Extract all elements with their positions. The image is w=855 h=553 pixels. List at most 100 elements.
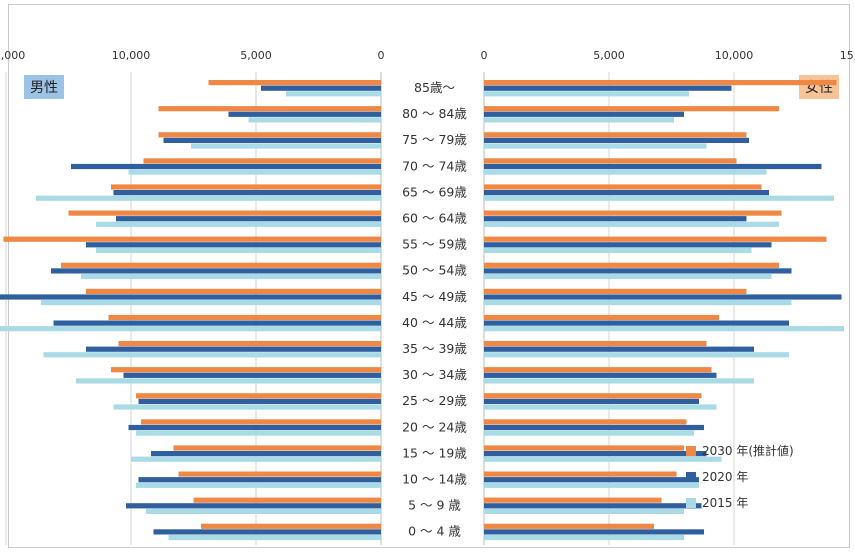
female-x-tick-label: 0	[481, 49, 488, 62]
female-bar-2020	[484, 85, 732, 91]
female-bar-2030	[484, 132, 747, 138]
female-bar-2030	[484, 341, 707, 347]
age-group-label: 85歳〜	[414, 80, 455, 95]
female-bar-2015	[484, 117, 674, 123]
female-bar-2015	[484, 482, 699, 488]
male-bar-2030	[61, 262, 381, 268]
female-bar-2020	[484, 163, 822, 170]
male-bar-2020	[228, 111, 381, 117]
age-group-label: 35 〜 39歳	[402, 341, 467, 356]
male-bar-2020	[138, 477, 381, 483]
male-bar-2030	[143, 158, 381, 164]
male-bar-2015	[96, 221, 381, 227]
age-group-label: 15 〜 19歳	[402, 445, 467, 460]
male-bar-2030	[158, 132, 381, 138]
age-group-label: 20 〜 24歳	[402, 419, 467, 434]
female-bar-2030	[484, 210, 782, 216]
female-bar-2015	[484, 404, 717, 410]
female-bar-2030	[484, 471, 677, 477]
female-bar-2030	[484, 523, 654, 529]
legend-label-2030: 2030 年(推計値)	[702, 443, 794, 458]
female-bar-2020	[484, 424, 704, 431]
female-bar-2030	[484, 80, 837, 86]
female-bar-2030	[484, 106, 779, 112]
male-bar-2015	[96, 247, 381, 253]
female-x-tick-label: 5,000	[593, 49, 625, 62]
male-bar-2015	[0, 326, 381, 332]
female-bar-2015	[484, 91, 689, 97]
male-bar-2020	[86, 346, 381, 352]
female-x-tick-label: 15,000	[840, 49, 855, 62]
male-bar-2030	[111, 367, 381, 373]
male-bar-2030	[3, 236, 381, 242]
male-bar-2020	[126, 503, 381, 509]
male-bar-2015	[131, 456, 381, 462]
legend-label-2020: 2020 年	[702, 470, 748, 484]
male-bar-2020	[113, 190, 381, 196]
female-bar-2020	[484, 398, 699, 404]
female-bar-2020	[484, 268, 792, 274]
male-bar-2020	[138, 398, 381, 404]
female-bar-2020	[484, 451, 707, 457]
female-bar-2030	[484, 393, 702, 399]
legend-label-2015: 2015 年	[702, 496, 748, 510]
male-bar-2020	[116, 216, 381, 222]
female-bar-2020	[484, 216, 747, 222]
male-bar-2020	[128, 424, 381, 431]
male-bar-2015	[146, 508, 381, 514]
male-bar-2015	[76, 378, 381, 384]
legend-swatch-2030	[686, 446, 696, 456]
male-bar-2015	[136, 430, 381, 436]
female-bar-2015	[484, 273, 772, 280]
male-bar-2030	[158, 106, 381, 112]
female-x-tick-label: 10,000	[715, 49, 754, 62]
male-bar-2020	[163, 137, 381, 143]
male-bar-2020	[0, 294, 381, 300]
age-group-label: 40 〜 44歳	[402, 315, 467, 330]
male-bar-2030	[118, 341, 381, 347]
female-bar-2030	[484, 288, 747, 294]
male-bar-2015	[128, 169, 381, 175]
male-bar-2030	[111, 184, 381, 190]
male-bar-2015	[191, 143, 381, 149]
age-group-label: 75 〜 79歳	[402, 132, 467, 147]
male-bar-2015	[286, 91, 381, 97]
female-bar-2020	[484, 242, 772, 248]
female-bar-2020	[484, 372, 717, 378]
female-bar-2030	[484, 158, 737, 164]
male-bar-2020	[53, 320, 381, 326]
male-bar-2030	[108, 314, 381, 321]
female-bar-2020	[484, 346, 754, 352]
female-bar-2015	[484, 300, 792, 306]
female-bar-2030	[484, 236, 827, 242]
female-bar-2020	[484, 503, 702, 509]
male-bar-2015	[168, 534, 381, 541]
female-bar-2030	[484, 419, 687, 425]
female-bar-2030	[484, 497, 662, 503]
female-bar-2020	[484, 137, 749, 143]
female-bar-2015	[484, 326, 844, 332]
female-bar-2020	[484, 529, 704, 535]
age-group-label: 65 〜 69歳	[402, 184, 467, 199]
male-bar-2020	[86, 242, 381, 248]
male-bar-2015	[136, 482, 381, 488]
male-bar-2020	[71, 163, 381, 170]
female-bar-2030	[484, 367, 712, 373]
female-bar-2015	[484, 195, 834, 201]
female-bar-2030	[484, 445, 684, 451]
age-group-label: 10 〜 14歳	[402, 472, 467, 487]
female-bar-2015	[484, 534, 684, 541]
male-bar-2015	[41, 300, 381, 306]
female-bar-2020	[484, 477, 699, 483]
female-bar-2020	[484, 111, 684, 117]
female-bar-2015	[484, 143, 707, 149]
male-bar-2030	[136, 393, 381, 399]
male-x-tick-label: 10,000	[112, 49, 151, 62]
male-bar-2030	[68, 210, 381, 216]
age-group-label: 0 〜 4 歳	[408, 524, 461, 539]
age-group-label: 50 〜 54歳	[402, 263, 467, 278]
male-bar-2020	[51, 268, 381, 274]
female-bar-2015	[484, 508, 684, 514]
age-group-label: 5 〜 9 歳	[408, 498, 461, 513]
